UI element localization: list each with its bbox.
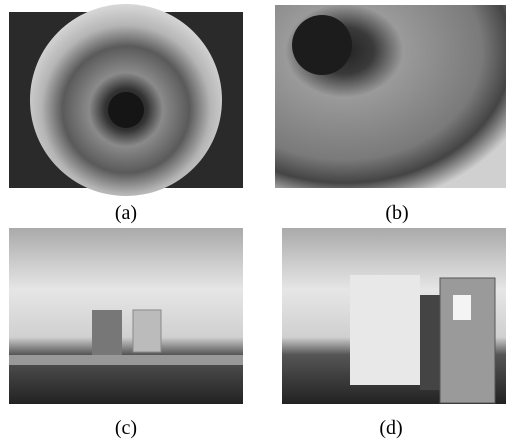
cabinet [420, 295, 440, 390]
caption: (d) [379, 417, 402, 439]
board [132, 309, 162, 353]
panel-b: (b) [275, 5, 506, 224]
lens-center [108, 92, 144, 128]
photo-c [9, 228, 243, 404]
panel-d: (d) [282, 228, 506, 439]
caption: (c) [115, 417, 137, 439]
desk [9, 355, 243, 365]
shelf [92, 310, 122, 355]
panel-a: (a) [9, 4, 243, 224]
caption: (b) [385, 202, 408, 224]
lens-center [292, 15, 352, 75]
poster [453, 295, 471, 320]
caption: (a) [115, 202, 137, 224]
panel-c: (c) [9, 228, 243, 439]
wall [350, 275, 420, 385]
